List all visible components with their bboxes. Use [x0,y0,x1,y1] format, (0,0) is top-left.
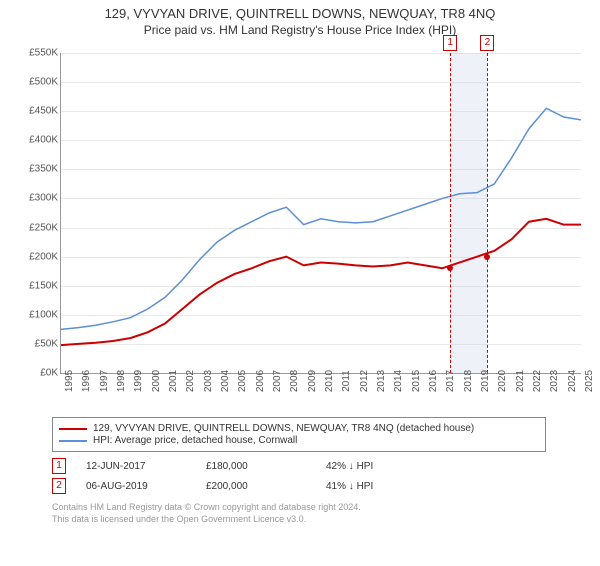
x-axis-label: 2025 [584,370,595,392]
x-axis-label: 2004 [220,370,231,392]
x-axis-label: 2006 [255,370,266,392]
legend-box: 129, VYVYAN DRIVE, QUINTRELL DOWNS, NEWQ… [52,417,546,452]
legend-swatch [59,440,87,442]
legend-item: HPI: Average price, detached house, Corn… [59,435,539,446]
x-axis-label: 2012 [359,370,370,392]
x-axis-label: 2011 [341,370,352,392]
record-pct: 42% ↓ HPI [326,461,446,472]
chart-title: 129, VYVYAN DRIVE, QUINTRELL DOWNS, NEWQ… [0,6,600,21]
legend-swatch [59,428,87,430]
x-axis-label: 2001 [168,370,179,392]
legend-label: HPI: Average price, detached house, Corn… [93,435,297,446]
record-marker: 1 [52,458,66,474]
x-axis-label: 2007 [272,370,283,392]
sale-record-row: 2 06-AUG-2019£200,00041% ↓ HPI [52,478,542,494]
chart-subtitle: Price paid vs. HM Land Registry's House … [0,23,600,37]
sale-record-row: 1 12-JUN-2017£180,00042% ↓ HPI [52,458,542,474]
x-axis-label: 2023 [549,370,560,392]
marker-box: 1 [443,35,457,51]
x-axis-label: 1998 [116,370,127,392]
x-axis-label: 1999 [133,370,144,392]
x-axis-label: 2013 [376,370,387,392]
chart-area: 12 £0K £50K £100K £150K £200K £250K £300K £350K… [10,43,590,413]
y-axis-label: £400K [18,135,58,146]
legend-item: 129, VYVYAN DRIVE, QUINTRELL DOWNS, NEWQ… [59,423,539,434]
y-axis-label: £100K [18,309,58,320]
sale-point-dot [447,265,453,271]
x-axis-label: 2019 [480,370,491,392]
line-series-svg [61,53,581,373]
sale-records: 1 12-JUN-2017£180,00042% ↓ HPI 2 06-AUG-201… [52,458,542,494]
y-axis-label: £550K [18,48,58,59]
x-axis-label: 2003 [203,370,214,392]
record-pct: 41% ↓ HPI [326,481,446,492]
y-axis-label: £350K [18,164,58,175]
x-axis-label: 1995 [64,370,75,392]
sale-point-dot [484,254,490,260]
x-axis-label: 2014 [393,370,404,392]
y-axis-label: £0K [18,368,58,379]
chart-container: 129, VYVYAN DRIVE, QUINTRELL DOWNS, NEWQ… [0,6,600,566]
x-axis-label: 2024 [567,370,578,392]
y-axis-label: £450K [18,106,58,117]
x-axis-label: 2005 [237,370,248,392]
y-axis-label: £200K [18,251,58,262]
x-axis-label: 2020 [497,370,508,392]
legend-label: 129, VYVYAN DRIVE, QUINTRELL DOWNS, NEWQ… [93,423,474,434]
x-axis-label: 2022 [532,370,543,392]
x-axis-label: 2008 [289,370,300,392]
record-price: £200,000 [206,481,326,492]
x-axis-label: 2018 [463,370,474,392]
plot-region: 12 [60,53,581,374]
record-date: 06-AUG-2019 [86,481,206,492]
y-axis-label: £500K [18,77,58,88]
series-line [61,108,581,329]
x-axis-label: 2002 [185,370,196,392]
x-axis-label: 2016 [428,370,439,392]
x-axis-label: 2015 [411,370,422,392]
marker-line [450,53,451,373]
y-axis-label: £250K [18,222,58,233]
x-axis-label: 2000 [151,370,162,392]
record-marker: 2 [52,478,66,494]
y-axis-label: £300K [18,193,58,204]
footer-line-1: Contains HM Land Registry data © Crown c… [52,502,600,514]
record-date: 12-JUN-2017 [86,461,206,472]
footer-line-2: This data is licensed under the Open Gov… [52,514,600,526]
y-axis-label: £50K [18,338,58,349]
marker-line [487,53,488,373]
x-axis-label: 1996 [81,370,92,392]
x-axis-label: 2010 [324,370,335,392]
x-axis-label: 2009 [307,370,318,392]
record-price: £180,000 [206,461,326,472]
x-axis-label: 2017 [445,370,456,392]
y-axis-label: £150K [18,280,58,291]
series-line [61,219,581,345]
marker-box: 2 [480,35,494,51]
x-axis-label: 1997 [99,370,110,392]
x-axis-label: 2021 [515,370,526,392]
footer-attribution: Contains HM Land Registry data © Crown c… [52,502,600,525]
